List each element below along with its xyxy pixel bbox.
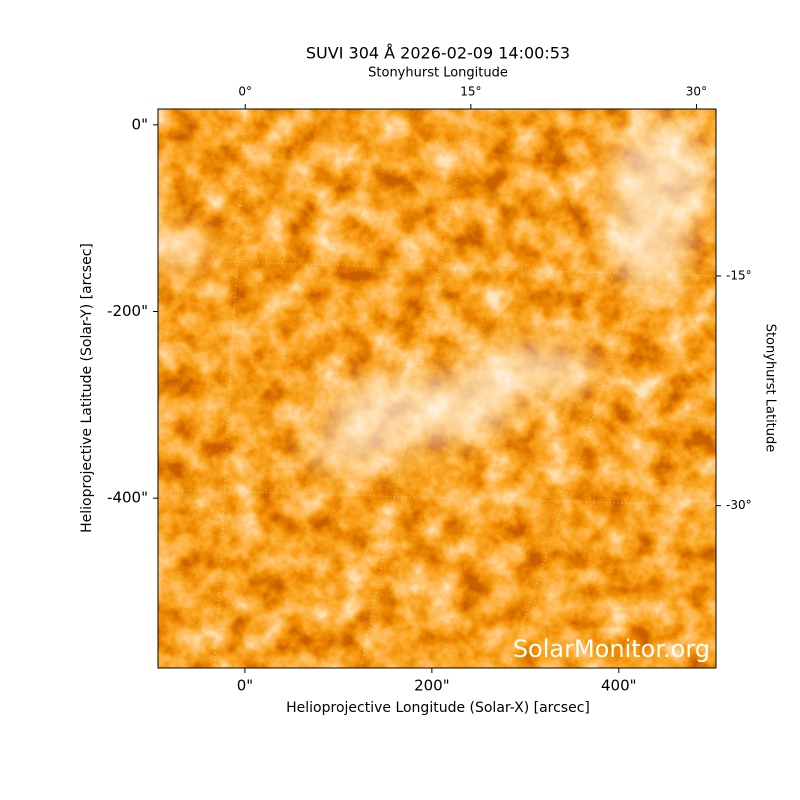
x-tick-label: 200" [414, 677, 450, 695]
grid-line [360, 108, 472, 669]
plot-frame [157, 108, 717, 669]
grid [157, 108, 717, 669]
y2-axis-label: Stonyhurst Latitude [763, 324, 778, 453]
y-tick-label: -400" [107, 489, 148, 507]
x-tick-label: 0" [237, 677, 253, 695]
watermark: SolarMonitor.org [513, 635, 710, 663]
x2-tick-label: 30° [686, 85, 707, 99]
y-tick-label: -200" [107, 302, 148, 320]
chart-title: SUVI 304 Å 2026-02-09 14:00:53 [306, 44, 570, 63]
x-tick-label: 400" [601, 677, 637, 695]
y2-tick-label: -15° [726, 268, 752, 282]
x2-axis-label: Stonyhurst Longitude [368, 66, 508, 81]
x-axis-label: Helioprojective Longitude (Solar-X) [arc… [286, 700, 590, 716]
x2-tick-label: 15° [460, 85, 481, 99]
y-axis-label: Helioprojective Latitude (Solar-Y) [arcs… [79, 243, 95, 533]
y2-tick-label: -30° [726, 498, 752, 512]
y-tick-label: 0" [132, 115, 148, 133]
solar-image [158, 109, 716, 668]
x2-tick-label: 0° [238, 85, 252, 99]
